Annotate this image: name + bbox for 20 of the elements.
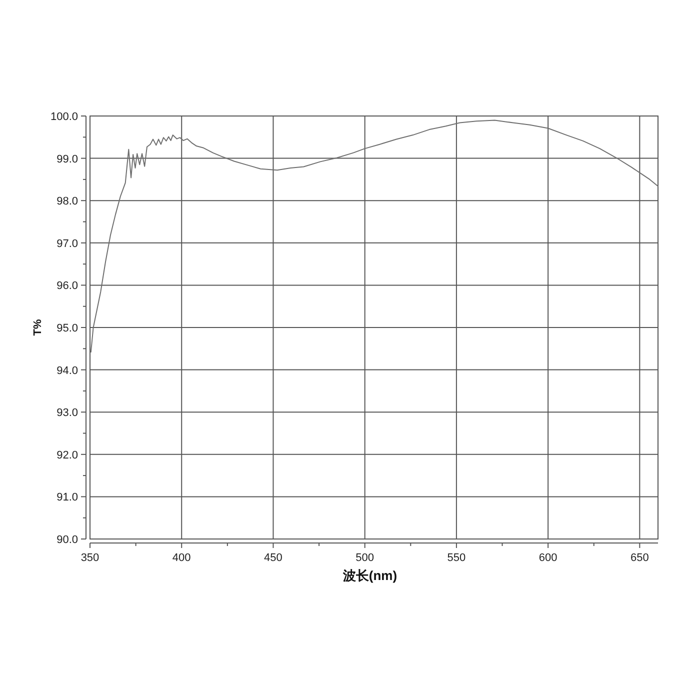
y-tick-label: 93.0 (56, 407, 78, 420)
x-tick-label: 350 (80, 552, 100, 564)
y-tick-label: 94.0 (56, 364, 78, 377)
y-tick-label: 95.0 (56, 322, 78, 334)
y-tick-label: 92.0 (56, 449, 78, 462)
y-tick-label: 97.0 (56, 238, 78, 250)
y-axis-title: T% (32, 319, 44, 336)
y-tick-label: 91.0 (56, 492, 78, 504)
y-tick-label: 99.0 (56, 153, 78, 166)
y-tick-label: 90.0 (56, 534, 78, 546)
x-tick-label: 500 (356, 552, 374, 564)
x-tick-label: 550 (447, 552, 466, 564)
x-tick-label: 400 (172, 552, 191, 564)
y-tick-label: 98.0 (56, 196, 78, 208)
y-tick-label: 100.0 (50, 111, 78, 123)
x-tick-label: 600 (538, 552, 558, 564)
x-tick-label: 650 (630, 552, 649, 564)
y-tick-label: 96.0 (56, 280, 78, 292)
x-tick-label: 450 (264, 552, 282, 564)
x-axis-title: 波长(nm) (342, 568, 398, 583)
